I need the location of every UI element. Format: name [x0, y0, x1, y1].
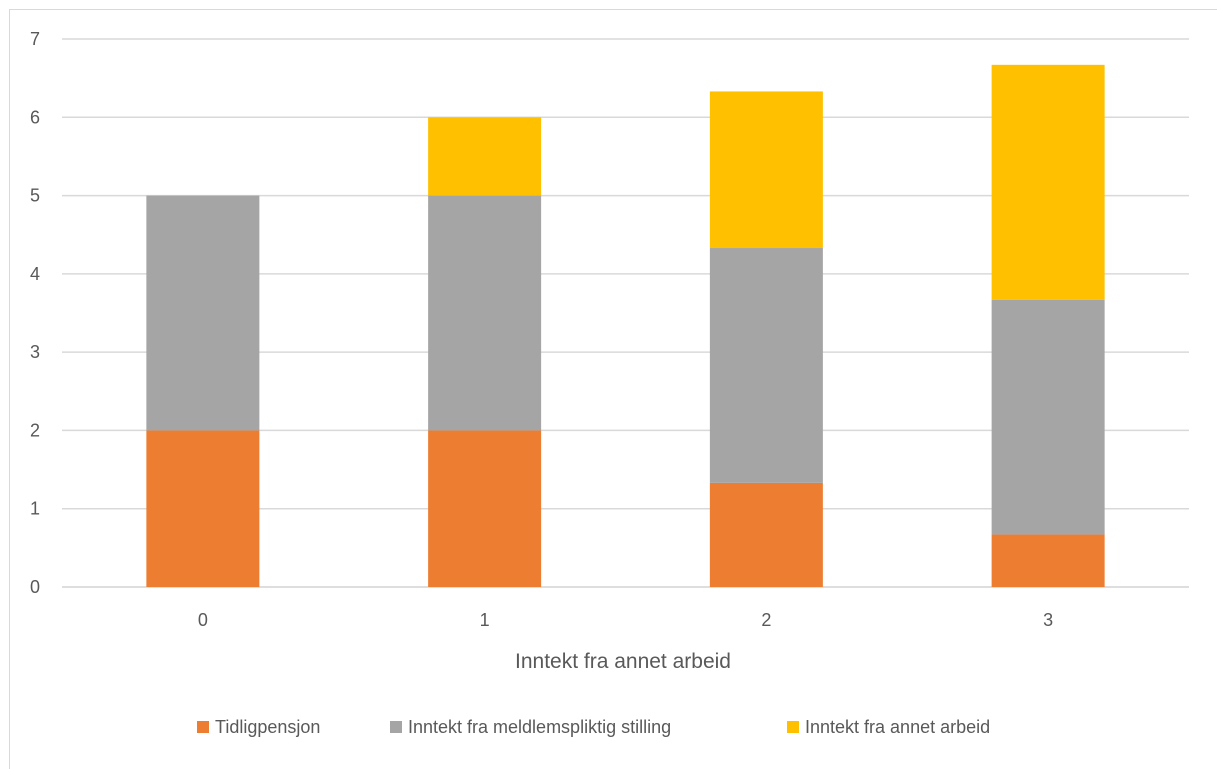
legend-label-1: Inntekt fra meldlemspliktig stilling	[408, 717, 671, 737]
legend-swatch-1	[390, 721, 402, 733]
y-tick-label: 3	[30, 342, 40, 362]
y-tick-label: 5	[30, 186, 40, 206]
bar-segment-3-1	[991, 299, 1105, 535]
legend-label-2: Inntekt fra annet arbeid	[805, 717, 990, 737]
chart-frame	[9, 9, 1217, 769]
y-tick-label: 4	[30, 264, 40, 284]
x-axis-ticks: 0 1 2 3	[198, 610, 1053, 630]
bar-segment-2-1	[709, 248, 823, 483]
y-tick-label: 1	[30, 499, 40, 519]
y-tick-label: 0	[30, 577, 40, 597]
bar-segment-3-2	[991, 64, 1105, 300]
x-tick-label: 3	[1043, 610, 1053, 630]
x-tick-label: 1	[480, 610, 490, 630]
legend-label-0: Tidligpensjon	[215, 717, 320, 737]
bar-segment-2-2	[709, 91, 823, 249]
x-axis-title: Inntekt fra annet arbeid	[515, 650, 731, 673]
x-tick-label: 0	[198, 610, 208, 630]
legend-swatch-0	[197, 721, 209, 733]
bar-segment-2-0	[709, 482, 823, 587]
x-tick-label: 2	[761, 610, 771, 630]
bar-segment-1-2	[428, 117, 542, 196]
y-axis-ticks: 0 1 2 3 4 5 6 7	[30, 29, 40, 597]
bar-segment-1-1	[428, 195, 542, 431]
bar-segment-0-0	[146, 430, 260, 587]
y-tick-label: 2	[30, 420, 40, 440]
y-tick-label: 7	[30, 29, 40, 49]
bar-segment-0-1	[146, 195, 260, 431]
legend: Tidligpensjon Inntekt fra meldlemspliktig…	[197, 717, 990, 737]
y-tick-label: 6	[30, 107, 40, 127]
bars	[146, 64, 1105, 587]
legend-swatch-2	[787, 721, 799, 733]
bar-segment-3-0	[991, 534, 1105, 587]
bar-segment-1-0	[428, 430, 542, 587]
